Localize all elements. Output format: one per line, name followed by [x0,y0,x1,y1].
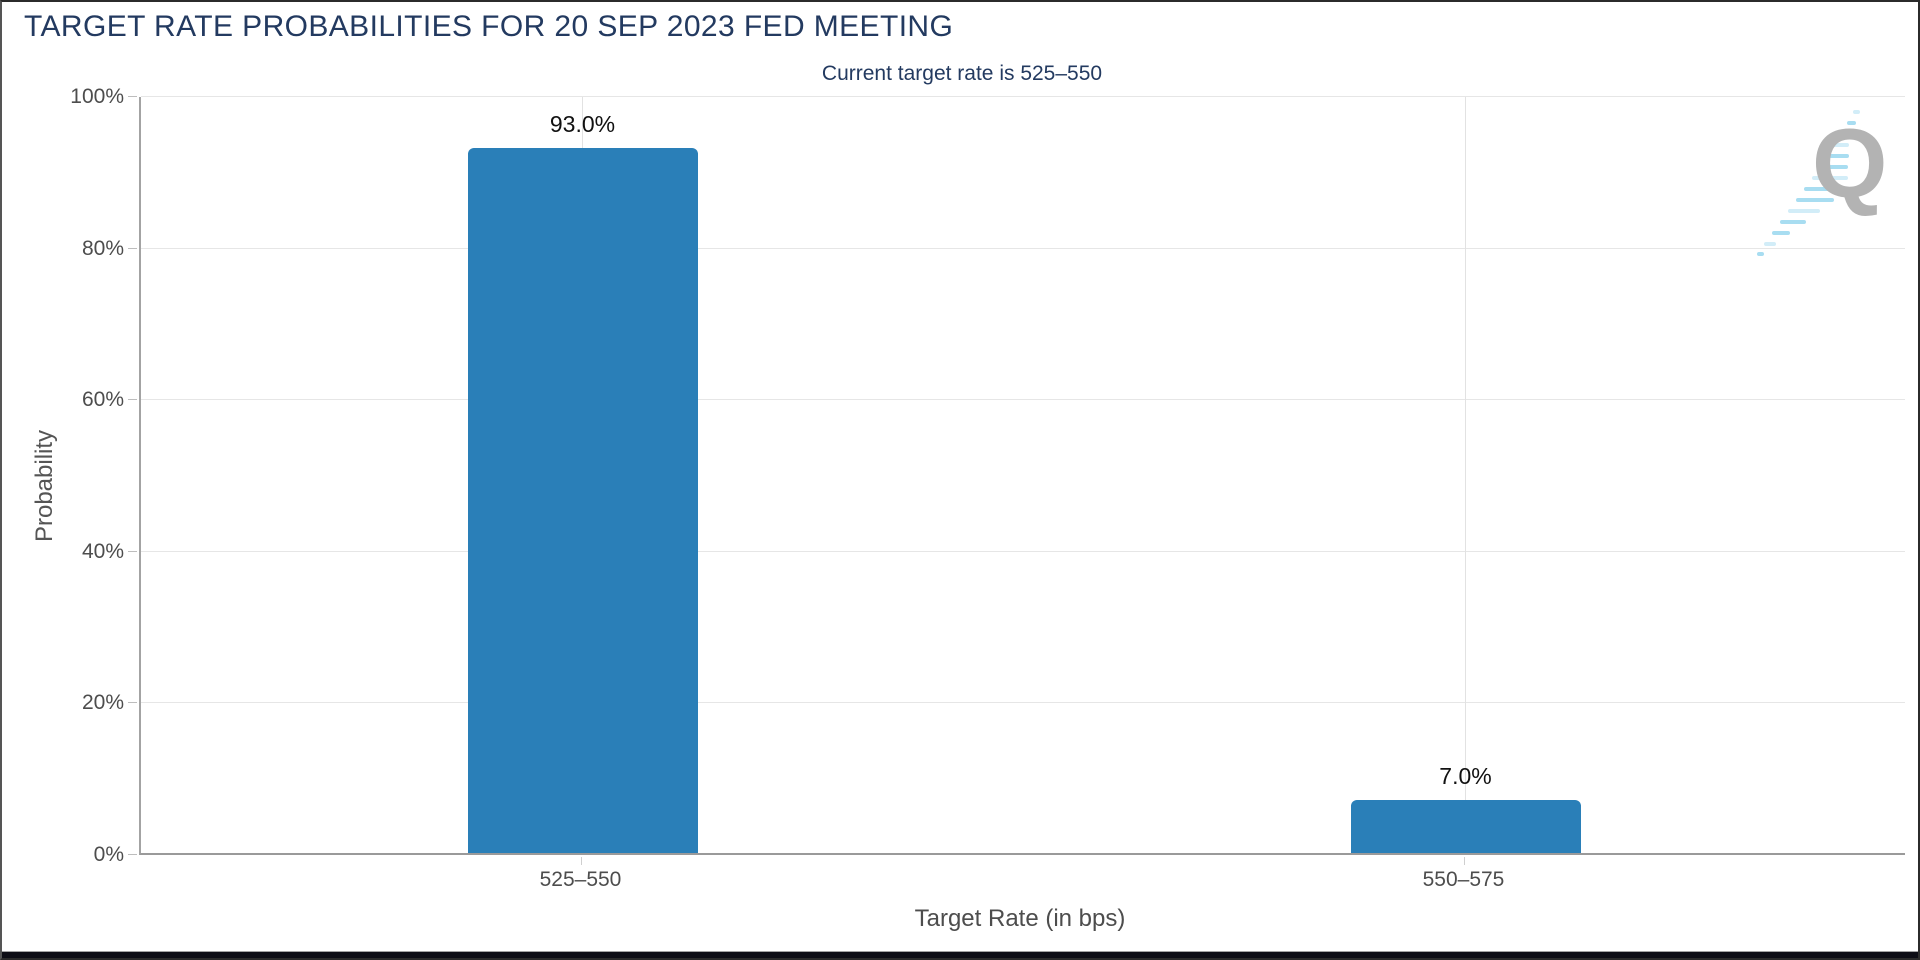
window-bottom-bar [2,952,1918,958]
y-axis-tick-label: 0% [93,843,124,866]
y-axis-tick-mark [128,702,137,704]
x-axis-tick-label: 550–575 [1422,868,1505,891]
gridline-vertical [1465,97,1466,853]
bar-525–550[interactable] [467,148,698,853]
y-axis-tick-label: 100% [70,85,124,108]
gridline-horizontal [141,702,1905,704]
y-axis-tick-label: 20% [81,691,124,715]
y-axis-tick-mark [128,399,137,401]
y-axis-tick-label: 40% [81,539,124,563]
y-axis-tick-mark [128,550,137,552]
x-axis-tick-mark [1463,857,1465,865]
chart-subtitle: Current target rate is 525–550 [821,62,1103,85]
bar-550–575[interactable] [1350,799,1581,853]
y-axis-tick-label: 60% [81,388,124,412]
gridline-horizontal [141,399,1905,401]
y-axis-title: Probability [31,429,58,543]
y-axis-tick-mark [128,247,137,249]
chart-title: TARGET RATE PROBABILITIES FOR 20 SEP 202… [24,10,954,43]
bar-value-label: 93.0% [549,111,616,138]
gridline-horizontal [141,96,1905,97]
x-axis-title: Target Rate (in bps) [914,905,1126,932]
q-logo-watermark: Q [1742,100,1918,270]
plot-area: 93.0% 7.0% [139,96,1905,855]
bar-value-label: 7.0% [1439,762,1492,789]
y-axis-tick-label: 80% [81,236,124,260]
x-axis-tick-label: 525–550 [539,868,622,891]
q-logo-speed-lines-icon [1757,110,1860,256]
q-logo-letter: Q [1812,109,1888,218]
gridline-horizontal [141,247,1905,249]
x-axis-tick-mark [580,857,582,865]
y-axis-tick-mark [128,96,137,97]
gridline-horizontal [141,550,1905,552]
y-axis-tick-mark [128,854,137,855]
chart-bottom-edge [2,951,1918,952]
